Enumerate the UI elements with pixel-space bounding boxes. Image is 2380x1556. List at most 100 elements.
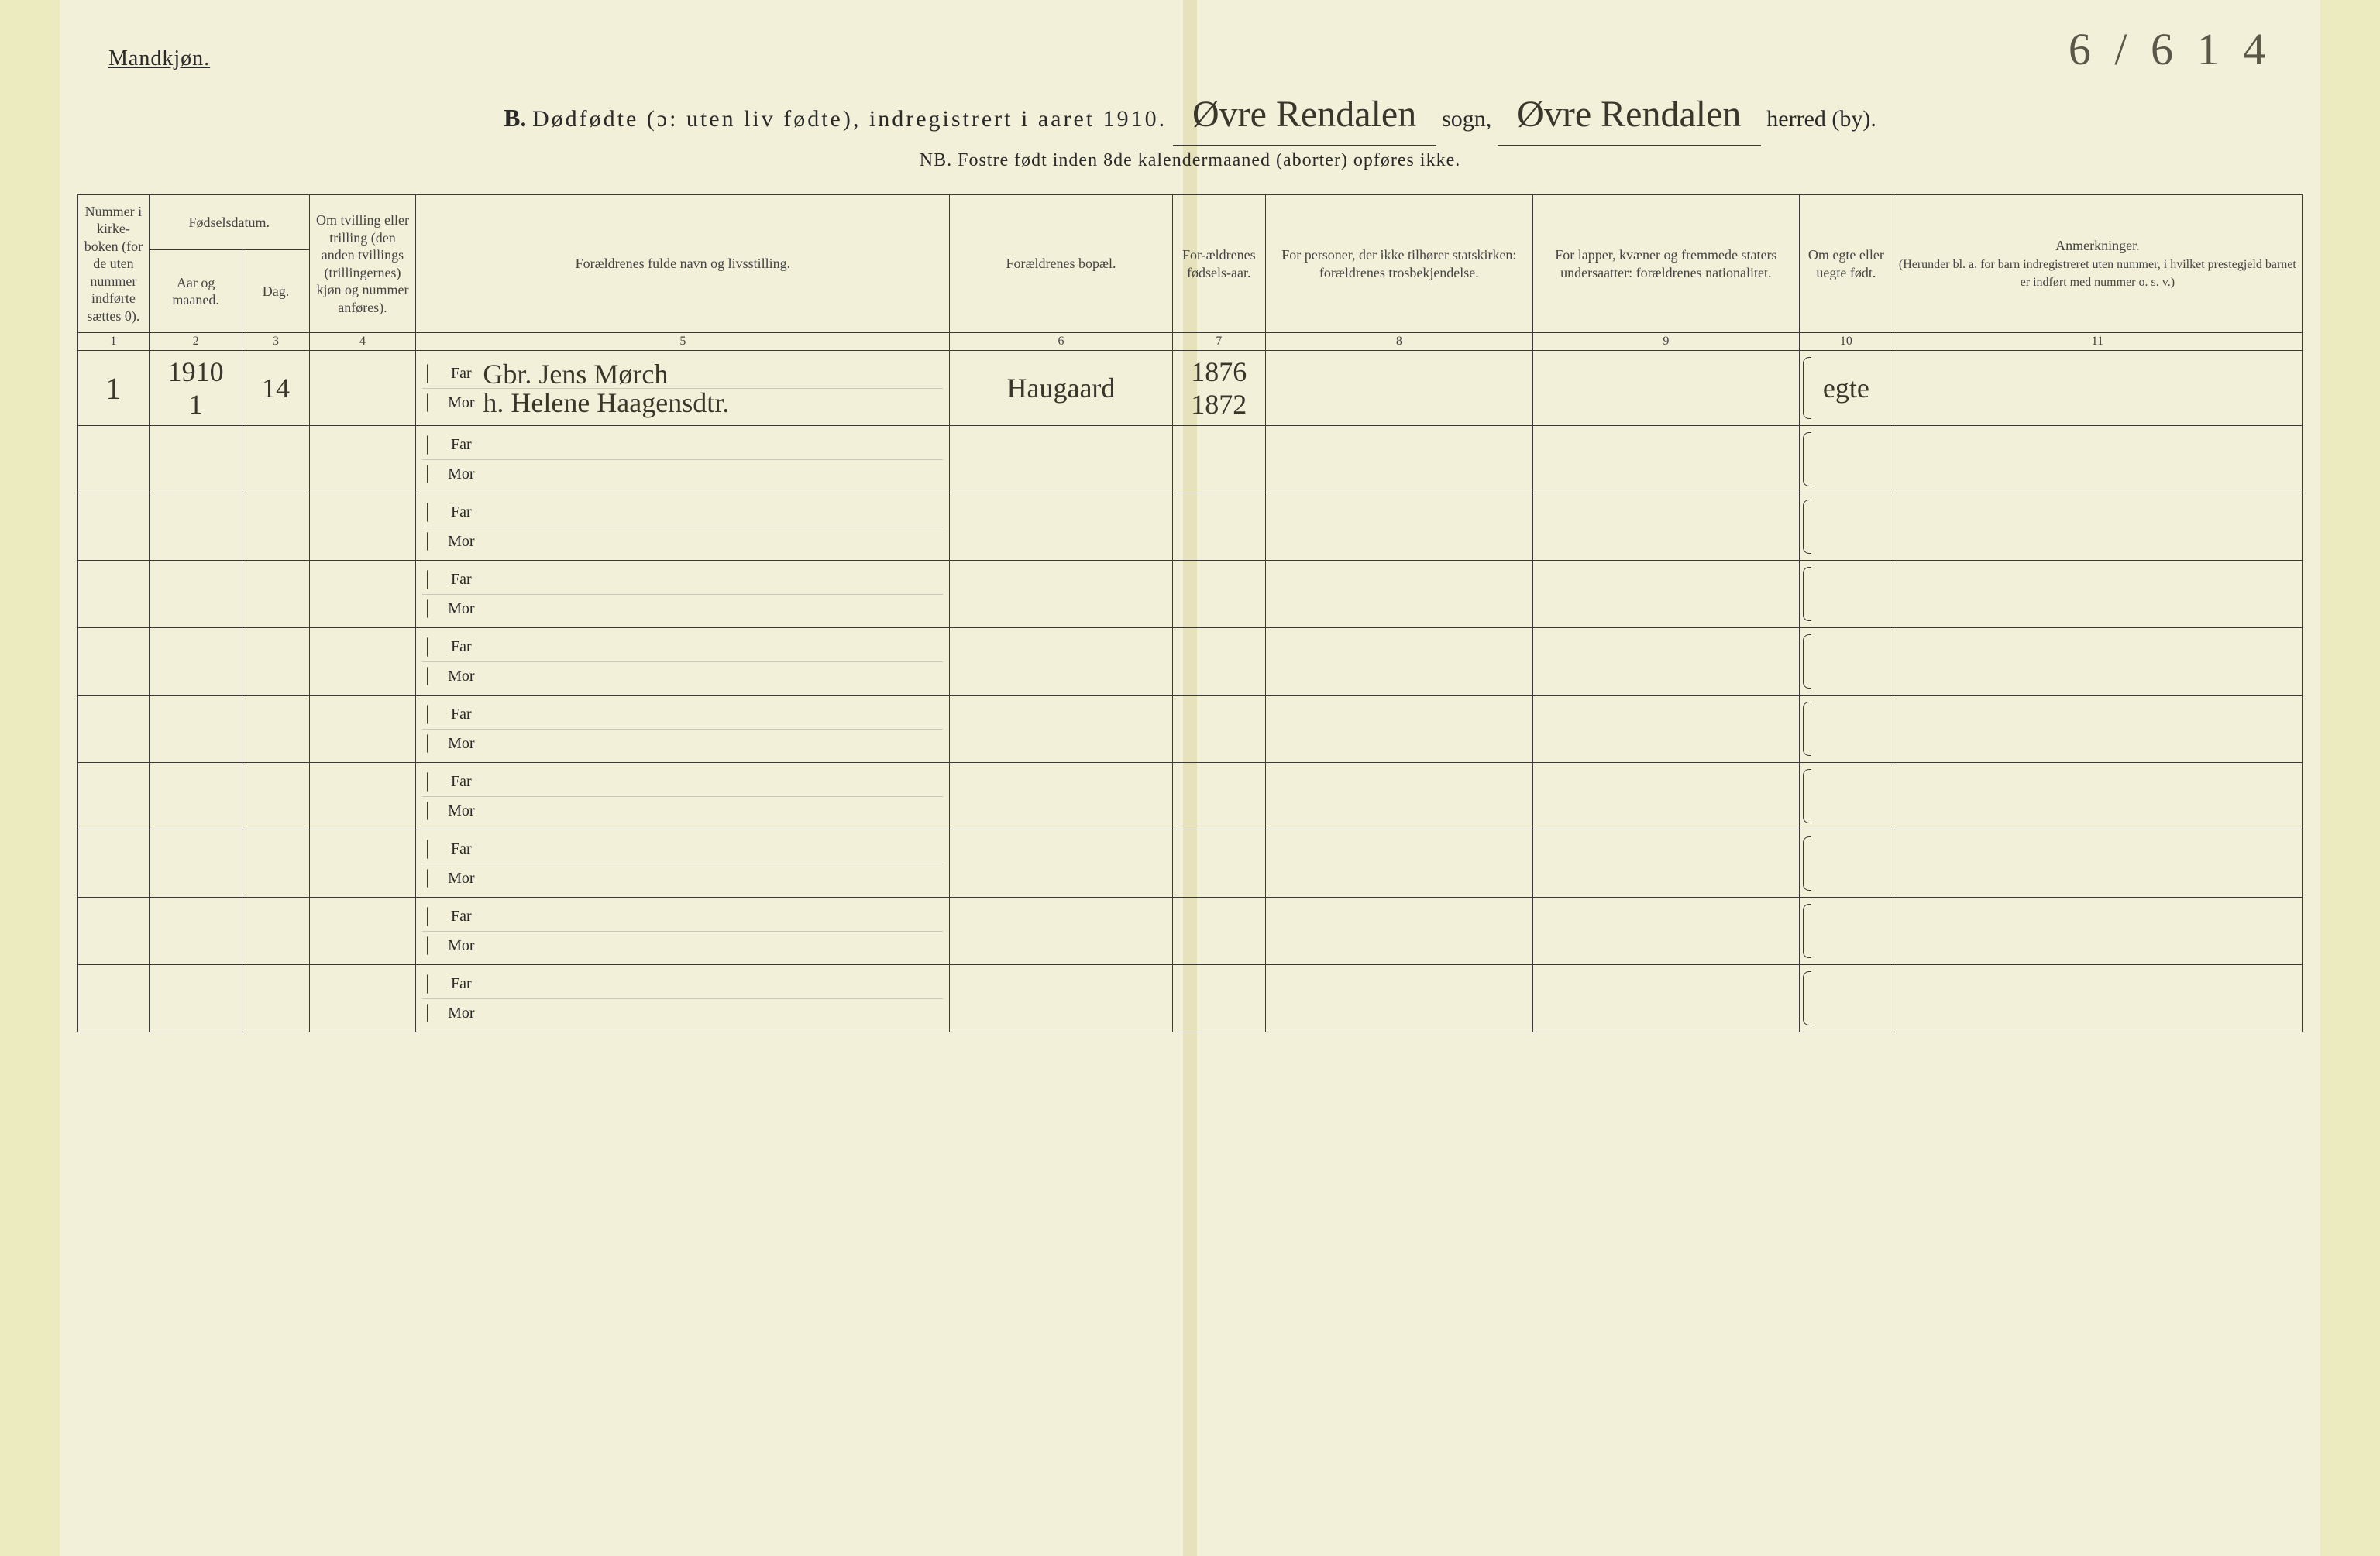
parent-far-line: Far [422,431,943,459]
cell-year-month [149,493,242,561]
cell-religion [1266,426,1533,493]
district-handwritten: Øvre Rendalen [1498,85,1761,146]
cell-remarks [1893,493,2302,561]
cell-parent-years [1172,628,1266,696]
cell-nationality [1532,763,1800,830]
cell-year-month: 19101 [149,351,242,426]
cell-parent-years [1172,898,1266,965]
cell-year-month [149,898,242,965]
cell-number [78,628,150,696]
label-mor: Mor [439,870,483,888]
cell-religion [1266,965,1533,1032]
cell-nationality [1532,493,1800,561]
col-header-6: Forældrenes bopæl. [950,194,1172,333]
col-header-11: Anmerkninger. (Herunder bl. a. for barn … [1893,194,2302,333]
cell-twin [309,493,416,561]
cell-twin [309,763,416,830]
label-far: Far [439,365,483,383]
cell-legitimacy [1800,696,1893,763]
cell-day [242,426,309,493]
parent-mor-line: Mor [422,864,943,892]
gender-label: Mandkjøn. [108,46,2303,71]
cell-nationality [1532,561,1800,628]
cell-legitimacy [1800,763,1893,830]
label-mor: Mor [439,533,483,551]
cell-parents: Far Mor [416,493,950,561]
cell-number [78,426,150,493]
cell-legitimacy [1800,628,1893,696]
col-header-7: For-ældrenes fødsels-aar. [1172,194,1266,333]
cell-parents: Far Mor [416,628,950,696]
cell-residence [950,493,1172,561]
cell-remarks [1893,763,2302,830]
cell-twin [309,561,416,628]
colnum: 8 [1266,333,1533,351]
label-mor: Mor [439,600,483,618]
cell-twin [309,898,416,965]
table-row: Far Mor [78,628,2303,696]
label-mor: Mor [439,802,483,820]
cell-nationality [1532,426,1800,493]
cell-legitimacy: egte [1800,351,1893,426]
table-row: 11910114 Far Gbr. Jens Mørch Mor h. Hele… [78,351,2303,426]
cell-remarks [1893,351,2302,426]
colnum: 10 [1800,333,1893,351]
cell-day [242,696,309,763]
cell-legitimacy [1800,561,1893,628]
cell-number [78,493,150,561]
cell-religion [1266,628,1533,696]
label-far: Far [439,638,483,656]
cell-parent-years [1172,561,1266,628]
parent-mor-line: Mor [422,998,943,1027]
cell-parents: Far Mor [416,696,950,763]
cell-number [78,696,150,763]
cell-nationality [1532,696,1800,763]
label-far: Far [439,773,483,791]
cell-day [242,493,309,561]
table-row: Far Mor [78,763,2303,830]
cell-remarks [1893,426,2302,493]
col-header-10: Om egte eller uegte født. [1800,194,1893,333]
label-far: Far [439,840,483,858]
parent-mor-line: Mor [422,931,943,960]
cell-remarks [1893,965,2302,1032]
table-row: Far Mor [78,426,2303,493]
cell-residence [950,898,1172,965]
parent-far-line: Far [422,902,943,931]
cell-day [242,898,309,965]
parent-far-line: Far [422,835,943,864]
parish-label: sogn, [1442,106,1491,132]
col-header-8: For personer, der ikke tilhører statskir… [1266,194,1533,333]
parent-mor-line: Mor [422,796,943,825]
colnum: 11 [1893,333,2302,351]
cell-parent-years [1172,426,1266,493]
cell-year-month [149,628,242,696]
cell-religion [1266,898,1533,965]
cell-religion [1266,830,1533,898]
table-row: Far Mor [78,898,2303,965]
label-mor: Mor [439,465,483,483]
col-header-5: Forældrenes fulde navn og livsstilling. [416,194,950,333]
parent-mor-line: Mor [422,594,943,623]
cell-residence [950,561,1172,628]
cell-day [242,965,309,1032]
cell-nationality [1532,965,1800,1032]
cell-legitimacy [1800,426,1893,493]
parent-mor-line: Mor [422,661,943,690]
cell-parent-years [1172,763,1266,830]
cell-twin [309,696,416,763]
cell-remarks [1893,561,2302,628]
cell-twin [309,965,416,1032]
colnum: 4 [309,333,416,351]
cell-nationality [1532,351,1800,426]
cell-residence [950,426,1172,493]
cell-number [78,965,150,1032]
cell-religion [1266,696,1533,763]
table-row: Far Mor [78,696,2303,763]
table-row: Far Mor [78,965,2303,1032]
label-far: Far [439,503,483,521]
page-number-handwritten: 6 / 6 1 4 [2069,23,2272,75]
cell-religion [1266,763,1533,830]
cell-legitimacy [1800,830,1893,898]
cell-number [78,763,150,830]
